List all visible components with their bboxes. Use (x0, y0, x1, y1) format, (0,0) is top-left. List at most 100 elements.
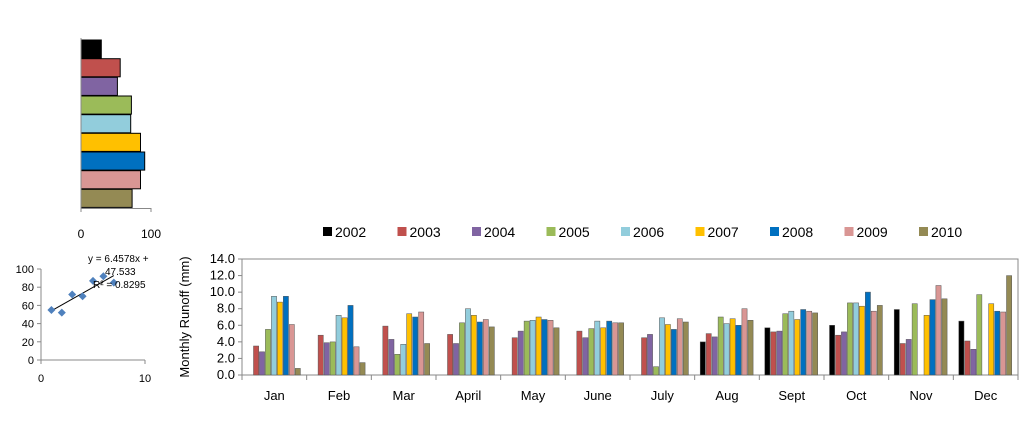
bar-2004-April (453, 343, 459, 376)
bar-2004-July (647, 334, 653, 376)
bar-2004-May (517, 330, 524, 376)
bar-2002-Dec (958, 320, 965, 376)
y-axis-label: Monthly Runoff (mm) (177, 256, 192, 377)
bar-2009-Dec (1000, 311, 1007, 376)
bar-2007-June (600, 327, 607, 376)
bar-2008-Feb (347, 305, 354, 376)
legend-swatch-2008 (770, 227, 779, 236)
legend-label: 2010 (931, 224, 962, 240)
bar-2009-Mar (418, 311, 425, 376)
bar-2009-April (482, 319, 489, 376)
x-tick-label: Sept (778, 388, 805, 403)
y-tick-label: 40 (22, 319, 34, 331)
annual-bar-2004 (80, 76, 118, 96)
x-tick-label: Feb (328, 388, 350, 403)
x-tick-label: 100 (141, 227, 161, 241)
annual-bar-2003 (80, 58, 121, 78)
legend-swatch-2004 (472, 227, 481, 236)
bar-2010-Oct (876, 305, 883, 376)
bar-2004-Mar (388, 339, 395, 376)
bar-2002-Oct (829, 325, 835, 376)
bar-2009-May (547, 320, 554, 376)
x-tick-label: May (521, 388, 546, 403)
bar-2010-Feb (359, 362, 366, 376)
monthly-runoff-chart: 0.0 2.04.0 6.08.0 10.012.0 14.0 Monthly Runof… (177, 251, 1019, 403)
annual-bar-2006 (80, 114, 132, 134)
bar-2003-Aug (705, 333, 712, 376)
bar-2004-Nov (905, 339, 912, 376)
bar-2004-Aug (711, 336, 718, 376)
bar-2010-Nov (941, 298, 948, 376)
y-tick-label: 10.0 (210, 284, 235, 299)
bar-2002-Aug (699, 341, 706, 376)
bar-2007-Feb (341, 317, 348, 376)
bar-2002-Nov (893, 309, 900, 376)
legend-label: 2003 (410, 224, 441, 240)
x-tick-label: Mar (393, 388, 416, 403)
trendline-equation-line: y = 6.4578x + (88, 254, 149, 265)
y-tick-label: 8.0 (217, 301, 235, 316)
bar-2006-April (465, 308, 471, 376)
bar-2008-Oct (865, 291, 871, 376)
bar-2009-June (612, 322, 619, 376)
legend-label: 2009 (857, 224, 888, 240)
y-tick-label: 0.0 (217, 367, 235, 382)
bar-2006-Aug (723, 323, 730, 376)
bar-2010-Aug (747, 320, 754, 376)
bar-2003-Oct (835, 334, 841, 376)
x-tick-label: Oct (846, 388, 867, 403)
bar-2008-June (606, 320, 613, 376)
legend-label: 2006 (633, 224, 664, 240)
bar-2007-April (471, 315, 477, 376)
bar-2010-Mar (424, 343, 430, 376)
bar-2005-April (459, 322, 465, 376)
x-tick-label: June (584, 388, 612, 403)
bar-2007-Aug (729, 318, 736, 376)
bar-2005-Jan (265, 329, 271, 376)
bar-2008-July (671, 329, 677, 376)
bar-2003-Nov (899, 343, 906, 376)
bar-2006-Sept (788, 310, 795, 376)
bar-2005-Feb (329, 341, 336, 376)
bar-2004-Feb (323, 342, 330, 376)
bar-2008-Sept (800, 309, 807, 376)
x-tick-label: Aug (715, 388, 738, 403)
scatter-point (78, 292, 87, 301)
bar-2009-Nov (935, 285, 942, 376)
bar-2006-June (594, 320, 601, 376)
y-tick-label: 0 (28, 355, 34, 367)
x-tick-label: 0 (38, 373, 44, 385)
x-tick-label: Jan (264, 388, 285, 403)
bar-2010-Jan (294, 368, 301, 376)
bar-2006-May (529, 320, 536, 376)
bar-2003-Feb (317, 334, 324, 376)
legend-swatch-2003 (397, 227, 407, 236)
bar-2009-Feb (353, 346, 360, 376)
bar-2003-April (447, 334, 453, 376)
bar-2005-Dec (976, 294, 983, 376)
bar-2007-May (535, 316, 542, 376)
annual-bar-2010 (80, 188, 133, 208)
legend-label: 2008 (782, 224, 813, 240)
scatter-point (99, 272, 108, 281)
bar-2005-July (653, 366, 659, 376)
legend-swatch-2006 (621, 227, 630, 236)
bar-2007-Oct (859, 305, 865, 376)
bar-2008-Aug (735, 325, 742, 376)
bar-2010-May (553, 327, 560, 376)
bar-2010-July (682, 321, 689, 376)
y-tick-label: 14.0 (210, 251, 235, 266)
bar-2008-May (541, 319, 548, 376)
bar-2003-July (641, 337, 647, 376)
scatter-point (68, 290, 77, 299)
bar-2003-May (511, 337, 518, 376)
legend-label: 2004 (484, 224, 515, 240)
bar-2006-Jan (271, 296, 277, 376)
bar-2008-Jan (283, 296, 289, 376)
bar-2008-April (477, 321, 483, 376)
bar-2009-Oct (870, 310, 877, 376)
bar-2010-June (618, 322, 624, 376)
trendline-equation-line: R² = 0.8295 (93, 280, 146, 291)
scatter-point (57, 308, 66, 317)
